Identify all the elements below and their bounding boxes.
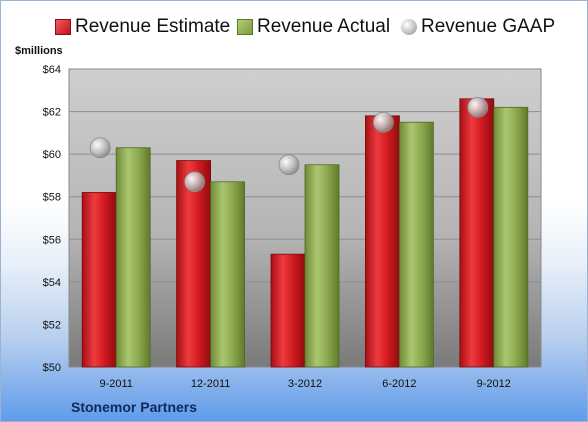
gaap-marker — [467, 96, 489, 118]
gaap-marker — [372, 111, 394, 133]
actual-bar — [304, 164, 340, 368]
estimate-bar — [270, 253, 306, 368]
y-axis-ticks: $50 $52 $54 $56 $58 $60 $62 $64 — [43, 64, 61, 374]
y-tick-label: $58 — [43, 192, 61, 204]
y-tick-label: $64 — [43, 64, 61, 76]
legend-swatch-estimate — [55, 19, 71, 35]
bars — [81, 98, 529, 368]
actual-bar — [493, 106, 529, 368]
gaap-marker — [89, 137, 111, 159]
legend: Revenue Estimate Revenue Actual Revenue … — [1, 15, 587, 41]
legend-label-estimate: Revenue Estimate — [75, 16, 231, 37]
actual-bar — [210, 181, 246, 368]
gaap-marker — [184, 171, 206, 193]
y-tick-label: $50 — [43, 362, 61, 374]
y-tick-label: $56 — [43, 234, 61, 246]
legend-marker-gaap — [401, 19, 417, 35]
y-tick-label: $54 — [43, 277, 61, 289]
legend-label-actual: Revenue Actual — [257, 16, 391, 37]
y-tick-label: $62 — [43, 107, 61, 119]
estimate-bar — [459, 98, 495, 368]
company-name: Stonemor Partners — [71, 399, 198, 415]
actual-bar — [398, 121, 434, 368]
x-axis-ticks: 9-2011 12-2011 3-2012 6-2012 9-2012 — [99, 378, 510, 390]
x-tick-label: 6-2012 — [382, 378, 416, 390]
x-tick-label: 3-2012 — [288, 378, 322, 390]
unit-label: $millions — [15, 45, 63, 57]
y-tick-label: $60 — [43, 149, 61, 161]
estimate-bar — [176, 160, 212, 368]
legend-swatch-actual — [237, 19, 253, 35]
x-tick-label: 9-2012 — [477, 378, 511, 390]
legend-label-gaap: Revenue GAAP — [421, 16, 556, 37]
y-tick-label: $52 — [43, 319, 61, 331]
gaap-marker — [278, 154, 300, 176]
gaap-markers — [89, 96, 489, 193]
estimate-bar — [364, 115, 400, 368]
actual-bar — [115, 147, 151, 368]
x-tick-label: 9-2011 — [99, 378, 132, 390]
x-tick-label: 12-2011 — [191, 378, 231, 390]
estimate-bar — [81, 192, 117, 368]
